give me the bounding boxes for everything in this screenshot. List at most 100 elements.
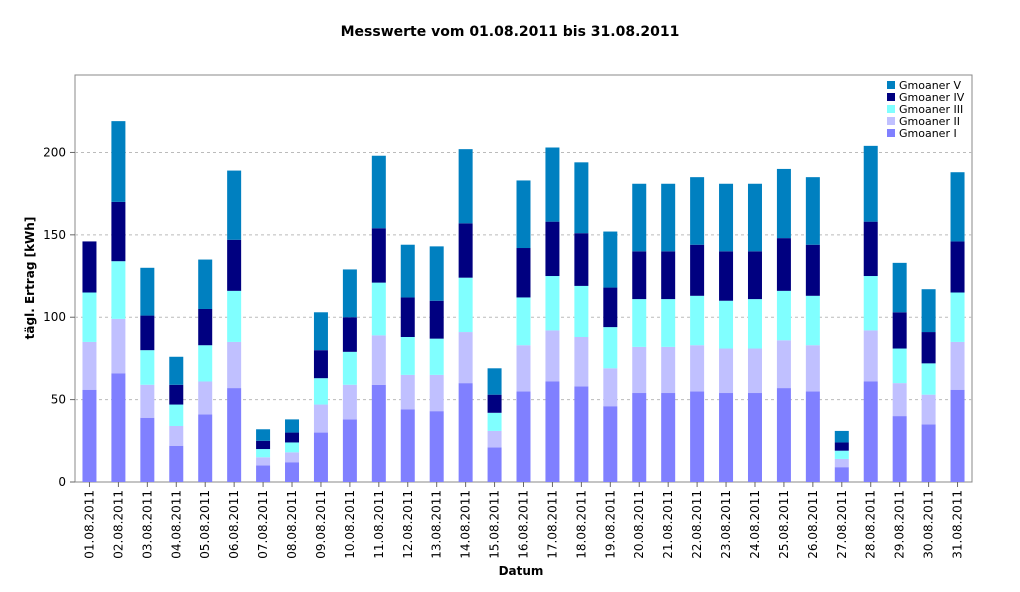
bar-segment [313, 404, 328, 433]
bar-segment [690, 391, 705, 482]
bar-segment [632, 346, 647, 394]
bar-segment [747, 299, 762, 349]
bar-segment [690, 177, 705, 245]
bar-segment [371, 155, 386, 229]
bar-segment [950, 389, 965, 482]
bar-segment [747, 183, 762, 252]
bar-segment [950, 341, 965, 390]
bar-segment [429, 374, 444, 412]
x-tick-label: 20.08.2011 [632, 490, 646, 559]
bar-segment [487, 430, 502, 448]
bar-segment [690, 244, 705, 296]
legend-label: Gmoaner II [899, 115, 960, 128]
x-tick-label: 15.08.2011 [488, 490, 502, 559]
bar-segment [603, 327, 618, 369]
bar-segment [574, 386, 589, 482]
bar-segment [82, 292, 97, 342]
bar-segment [574, 285, 589, 337]
bar-segment [863, 381, 878, 482]
x-tick-label: 24.08.2011 [748, 490, 762, 559]
bar-segment [458, 383, 473, 482]
bar-segment [892, 416, 907, 482]
legend-label: Gmoaner IV [899, 91, 965, 104]
x-tick-label: 13.08.2011 [430, 490, 444, 559]
bar-segment [776, 388, 791, 482]
x-tick-label: 22.08.2011 [690, 490, 704, 559]
bar-segment [198, 308, 213, 346]
bar-segment [169, 445, 184, 482]
bar-segment [661, 393, 676, 482]
chart-title: Messwerte vom 01.08.2011 bis 31.08.2011 [341, 24, 680, 40]
legend-swatch [887, 105, 895, 113]
bar-segment [661, 183, 676, 252]
bar-segment [892, 312, 907, 349]
bar-segment [198, 381, 213, 415]
bar-segment [429, 300, 444, 339]
bar-segment [313, 350, 328, 379]
bar-segment [111, 261, 126, 319]
bar-segment [111, 318, 126, 374]
bar-segment [169, 384, 184, 405]
bar-segment [256, 429, 271, 441]
bar-segment [111, 201, 126, 262]
bar-segment [227, 341, 242, 389]
bar-segment [256, 457, 271, 466]
bar-segment [545, 147, 560, 222]
bar-segment [371, 384, 386, 482]
bar-segment [603, 406, 618, 482]
bar-segment [342, 317, 357, 352]
bar-segment [516, 180, 531, 249]
bar-segment [400, 336, 415, 375]
bar-segment [834, 430, 849, 443]
bar-segment [834, 467, 849, 482]
bar-segment [227, 170, 242, 240]
x-tick-label: 08.08.2011 [285, 490, 299, 559]
bar-segment [921, 332, 936, 364]
bar-segment [950, 292, 965, 342]
legend-swatch [887, 93, 895, 101]
bar-segment [661, 346, 676, 394]
x-tick-label: 04.08.2011 [169, 490, 183, 559]
bar-segment [776, 340, 791, 389]
bar-segment [313, 378, 328, 405]
bar-segment [805, 295, 820, 346]
bar-segment [400, 297, 415, 337]
bar-segment [198, 414, 213, 482]
bar-segment [256, 440, 271, 450]
bar-segment [285, 442, 300, 453]
y-tick-label: 150 [43, 228, 66, 242]
legend-label: Gmoaner I [899, 127, 957, 140]
x-tick-label: 29.08.2011 [893, 490, 907, 559]
bar-segment [574, 233, 589, 286]
bar-segment [371, 228, 386, 283]
bar-segment [747, 251, 762, 300]
bar-segment [487, 394, 502, 413]
bar-segment [458, 149, 473, 224]
bar-segment [82, 341, 97, 390]
bar-segment [719, 300, 734, 349]
x-tick-label: 02.08.2011 [111, 490, 125, 559]
bar-segment [747, 348, 762, 394]
bar-segment [285, 462, 300, 482]
bar-segment [400, 244, 415, 298]
bar-segment [921, 394, 936, 425]
bar-segment [487, 412, 502, 431]
bar-segment [227, 239, 242, 291]
bar-segment [574, 336, 589, 387]
bar-segment [863, 330, 878, 382]
bar-segment [690, 345, 705, 392]
bar-segment [545, 221, 560, 277]
x-tick-label: 11.08.2011 [372, 490, 386, 559]
bar-segment [632, 393, 647, 482]
bar-segment [516, 297, 531, 346]
bar-segment [516, 248, 531, 298]
bar-segment [400, 374, 415, 410]
bar-segment [545, 276, 560, 331]
bar-segment [690, 295, 705, 346]
bar-segment [140, 350, 155, 385]
bar-segment [719, 348, 734, 394]
x-tick-label: 23.08.2011 [719, 490, 733, 559]
bar-segment [863, 221, 878, 277]
